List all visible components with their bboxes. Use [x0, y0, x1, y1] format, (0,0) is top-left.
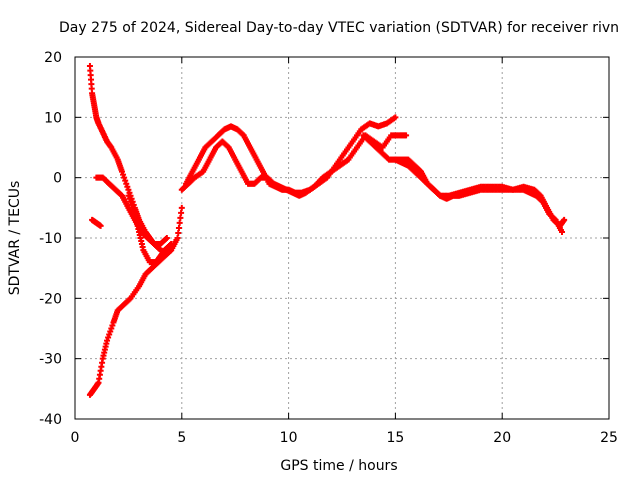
data-point	[126, 195, 133, 202]
data-point	[177, 214, 184, 221]
chart-title: Day 275 of 2024, Sidereal Day-to-day VTE…	[59, 20, 619, 36]
data-point	[174, 235, 181, 241]
y-tick-label: 20	[44, 50, 62, 66]
data-point	[106, 331, 113, 338]
data-point	[109, 322, 116, 329]
series-trace-f	[183, 114, 399, 196]
series-trace-h	[360, 132, 566, 235]
axis-ticks: 0 5 10 15 20 25 -40 -30 -20 -10 0 10 20	[39, 50, 618, 446]
data-point	[123, 180, 130, 187]
data-point	[121, 174, 128, 181]
data-point	[107, 328, 114, 335]
x-tick-label: 15	[386, 430, 404, 446]
data-point	[130, 207, 137, 214]
data-point	[125, 186, 132, 193]
y-tick-label: -20	[39, 291, 62, 307]
data-point	[163, 235, 170, 241]
series-trace-i	[392, 156, 568, 229]
data-point	[122, 177, 129, 184]
x-tick-label: 5	[177, 430, 186, 446]
data-point	[129, 204, 136, 211]
data-point	[178, 204, 185, 211]
series-trace-e	[125, 192, 175, 266]
data-point	[403, 132, 410, 139]
y-tick-label: -30	[39, 352, 62, 368]
data-points-layer	[86, 63, 568, 398]
data-point	[176, 219, 183, 226]
y-tick-label: -40	[39, 412, 62, 428]
data-point	[175, 224, 182, 231]
data-point	[178, 209, 185, 216]
data-point	[561, 216, 568, 223]
y-axis-label: SDTVAR / TECUs	[7, 181, 23, 296]
y-tick-label: 0	[53, 171, 62, 187]
series-trace-b	[86, 204, 185, 398]
data-point	[124, 183, 131, 190]
data-point	[118, 168, 125, 175]
x-tick-label: 25	[600, 430, 618, 446]
x-tick-label: 0	[71, 430, 80, 446]
data-point	[125, 192, 132, 199]
data-point	[168, 241, 175, 248]
series-trace-c	[89, 216, 104, 229]
data-point	[392, 114, 399, 121]
data-point	[559, 228, 566, 235]
data-point	[120, 171, 127, 178]
series-trace-g	[178, 132, 410, 199]
data-point	[97, 222, 104, 229]
x-tick-label: 10	[280, 430, 298, 446]
y-tick-label: -10	[39, 231, 62, 247]
data-point	[126, 189, 133, 196]
data-point	[127, 198, 134, 205]
data-point	[105, 334, 112, 341]
data-point	[104, 337, 111, 344]
data-point	[108, 325, 115, 332]
grid-layer	[75, 57, 609, 419]
x-tick-label: 20	[493, 430, 511, 446]
y-tick-label: 10	[44, 110, 62, 126]
x-axis-label: GPS time / hours	[280, 458, 397, 474]
data-point	[128, 201, 135, 208]
data-point	[175, 229, 182, 236]
series-trace-d	[93, 174, 170, 248]
